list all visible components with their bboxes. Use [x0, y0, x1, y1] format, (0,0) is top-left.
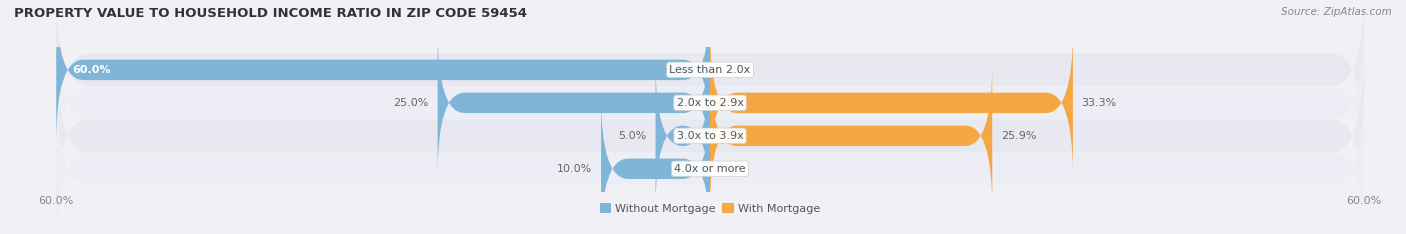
- Text: 2.0x to 2.9x: 2.0x to 2.9x: [676, 98, 744, 108]
- Text: 33.3%: 33.3%: [1081, 98, 1116, 108]
- FancyBboxPatch shape: [437, 31, 710, 175]
- Text: 60.0%: 60.0%: [73, 65, 111, 75]
- Text: 25.9%: 25.9%: [1001, 131, 1036, 141]
- FancyBboxPatch shape: [56, 86, 1364, 234]
- FancyBboxPatch shape: [602, 97, 710, 234]
- FancyBboxPatch shape: [655, 64, 710, 208]
- FancyBboxPatch shape: [56, 20, 1364, 185]
- Text: 0.0%: 0.0%: [718, 65, 747, 75]
- FancyBboxPatch shape: [56, 0, 710, 142]
- FancyBboxPatch shape: [56, 0, 1364, 152]
- Text: 10.0%: 10.0%: [557, 164, 592, 174]
- Text: 4.0x or more: 4.0x or more: [675, 164, 745, 174]
- FancyBboxPatch shape: [710, 64, 993, 208]
- Text: 0.0%: 0.0%: [718, 164, 747, 174]
- FancyBboxPatch shape: [56, 53, 1364, 218]
- FancyBboxPatch shape: [710, 31, 1073, 175]
- Text: Source: ZipAtlas.com: Source: ZipAtlas.com: [1281, 7, 1392, 17]
- Text: 3.0x to 3.9x: 3.0x to 3.9x: [676, 131, 744, 141]
- Text: 5.0%: 5.0%: [619, 131, 647, 141]
- Text: PROPERTY VALUE TO HOUSEHOLD INCOME RATIO IN ZIP CODE 59454: PROPERTY VALUE TO HOUSEHOLD INCOME RATIO…: [14, 7, 527, 20]
- Text: Less than 2.0x: Less than 2.0x: [669, 65, 751, 75]
- Text: 25.0%: 25.0%: [394, 98, 429, 108]
- Legend: Without Mortgage, With Mortgage: Without Mortgage, With Mortgage: [595, 199, 825, 218]
